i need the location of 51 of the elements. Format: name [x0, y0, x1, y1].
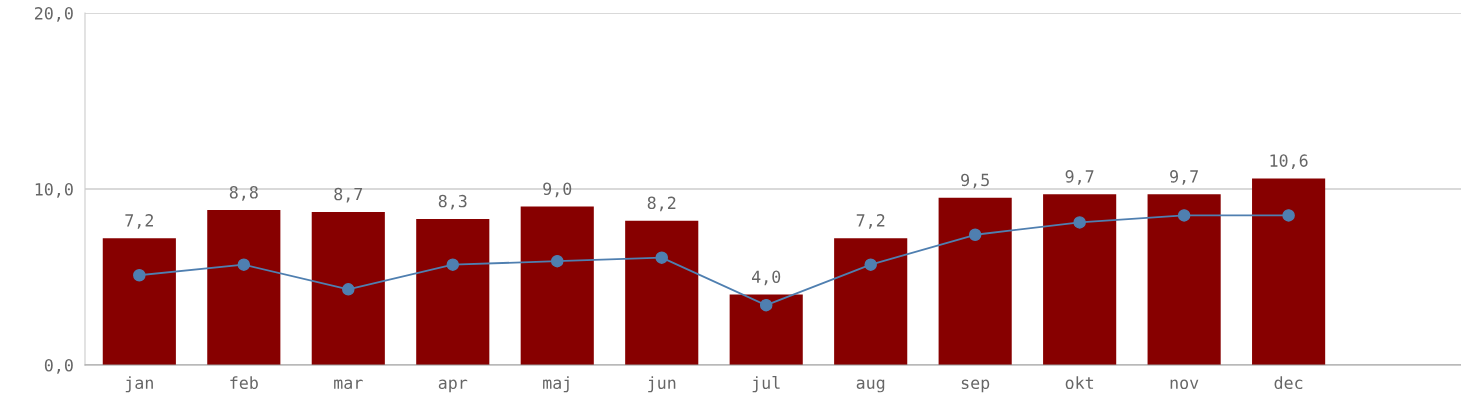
- bar: [207, 210, 281, 365]
- data-label: 4,0: [751, 270, 781, 286]
- bar: [416, 218, 490, 365]
- point: [968, 228, 982, 242]
- point: [759, 298, 773, 312]
- bar: [938, 197, 1012, 365]
- point: [342, 283, 355, 296]
- bar: [834, 238, 908, 365]
- bar: [1043, 194, 1117, 365]
- x-tick-label: maj: [543, 376, 569, 393]
- point: [864, 258, 877, 271]
- data-label: 9,5: [961, 173, 989, 189]
- data-label: 7,2: [125, 214, 153, 229]
- y-tick-label: 10,0: [35, 183, 73, 198]
- data-label: 10,6: [1270, 154, 1308, 169]
- point: [237, 258, 251, 271]
- bar: [625, 220, 699, 365]
- x-tick-label: nov: [1170, 379, 1199, 390]
- x-tick-label: feb: [230, 376, 258, 390]
- x-tick-label: okt: [1065, 376, 1094, 390]
- point: [1177, 209, 1191, 222]
- data-label: 8,3: [438, 194, 467, 210]
- y-tick-label: 20,0: [34, 7, 73, 22]
- bar: [729, 294, 803, 365]
- bar: [1147, 194, 1221, 365]
- bar: [520, 206, 594, 365]
- x-tick-label: dec: [1274, 376, 1303, 390]
- bar: [1252, 178, 1326, 365]
- x-tick-label: aug: [856, 379, 885, 393]
- x-tick-label: sep: [961, 379, 990, 393]
- bar: [102, 238, 176, 365]
- point: [1282, 209, 1295, 222]
- x-tick-label: jan: [125, 376, 153, 393]
- y-tick-label: 0,0: [44, 359, 73, 374]
- data-label: 9,7: [1065, 170, 1094, 185]
- data-label: 8,2: [647, 196, 676, 212]
- x-tick-label: jun: [648, 376, 676, 393]
- data-label: 9,7: [1170, 170, 1198, 185]
- point: [133, 268, 146, 282]
- point: [655, 251, 668, 264]
- point: [1073, 216, 1086, 229]
- x-tick-label: apr: [438, 379, 468, 393]
- bar: [311, 211, 385, 365]
- data-label: 7,2: [856, 214, 885, 229]
- point: [446, 258, 460, 271]
- data-label: 9,0: [543, 182, 572, 198]
- point: [550, 254, 564, 268]
- data-label: 8,8: [229, 185, 258, 201]
- x-tick-label: jul: [752, 376, 780, 393]
- x-tick-label: mar: [334, 379, 363, 390]
- data-label: 8,7: [334, 187, 363, 203]
